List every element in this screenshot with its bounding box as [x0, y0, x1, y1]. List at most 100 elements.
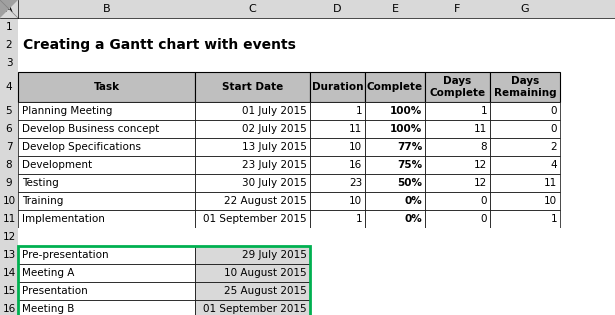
Bar — [0, 174, 18, 192]
Text: Creating a Gantt chart with events: Creating a Gantt chart with events — [23, 38, 296, 52]
Text: 11: 11 — [2, 214, 15, 224]
Text: Task: Task — [93, 82, 119, 92]
Text: 75%: 75% — [397, 160, 422, 170]
Polygon shape — [0, 0, 18, 18]
Text: 13: 13 — [2, 250, 15, 260]
Text: C: C — [248, 4, 256, 14]
Text: 15: 15 — [2, 286, 15, 296]
Bar — [0, 120, 18, 138]
Text: Pre-presentation: Pre-presentation — [22, 250, 109, 260]
Text: 30 July 2015: 30 July 2015 — [242, 178, 307, 188]
Bar — [425, 138, 490, 156]
Text: 16: 16 — [2, 304, 15, 314]
Bar — [18, 210, 195, 228]
Bar — [18, 192, 195, 210]
Bar — [425, 72, 490, 102]
Bar — [0, 246, 18, 264]
Text: 10: 10 — [2, 196, 15, 206]
Text: 0%: 0% — [404, 214, 422, 224]
Bar — [365, 72, 425, 102]
Text: 1: 1 — [550, 214, 557, 224]
Bar — [18, 300, 195, 315]
Text: 23 July 2015: 23 July 2015 — [242, 160, 307, 170]
Text: 01 September 2015: 01 September 2015 — [204, 214, 307, 224]
Text: 7: 7 — [6, 142, 12, 152]
Bar — [0, 264, 18, 282]
Bar — [310, 138, 365, 156]
Text: 4: 4 — [6, 82, 12, 92]
Text: Meeting B: Meeting B — [22, 304, 74, 314]
Text: 0: 0 — [480, 196, 487, 206]
Text: 5: 5 — [6, 106, 12, 116]
Text: 1: 1 — [355, 214, 362, 224]
Bar — [195, 138, 310, 156]
Bar — [195, 210, 310, 228]
Bar — [0, 102, 18, 120]
Bar — [18, 156, 195, 174]
Bar — [0, 54, 18, 72]
Bar — [0, 192, 18, 210]
Text: Presentation: Presentation — [22, 286, 88, 296]
Text: D: D — [333, 4, 342, 14]
Bar — [0, 18, 18, 36]
Bar — [195, 102, 310, 120]
Bar — [18, 246, 195, 264]
Text: Development: Development — [22, 160, 92, 170]
Bar — [310, 174, 365, 192]
Text: Implementation: Implementation — [22, 214, 105, 224]
Bar — [0, 210, 18, 228]
Text: 1: 1 — [480, 106, 487, 116]
Bar — [365, 120, 425, 138]
Bar — [490, 210, 560, 228]
Text: 10 August 2015: 10 August 2015 — [224, 268, 307, 278]
Bar — [490, 138, 560, 156]
Bar — [0, 138, 18, 156]
Text: 22 August 2015: 22 August 2015 — [224, 196, 307, 206]
Text: 23: 23 — [349, 178, 362, 188]
Text: Start Date: Start Date — [222, 82, 283, 92]
Bar — [18, 120, 195, 138]
Text: Develop Specifications: Develop Specifications — [22, 142, 141, 152]
Bar — [195, 192, 310, 210]
Bar — [0, 282, 18, 300]
Text: 11: 11 — [474, 124, 487, 134]
Bar — [425, 102, 490, 120]
Text: Duration: Duration — [312, 82, 363, 92]
Bar — [195, 300, 310, 315]
Bar — [0, 72, 18, 102]
Text: 8: 8 — [6, 160, 12, 170]
Text: 01 September 2015: 01 September 2015 — [204, 304, 307, 314]
Bar — [310, 156, 365, 174]
Bar — [0, 228, 18, 246]
Bar — [195, 282, 310, 300]
Bar — [0, 0, 615, 18]
Bar — [18, 246, 310, 315]
Bar — [195, 174, 310, 192]
Text: 1: 1 — [6, 22, 12, 32]
Bar — [365, 174, 425, 192]
Bar — [195, 156, 310, 174]
Text: 01 July 2015: 01 July 2015 — [242, 106, 307, 116]
Bar — [18, 102, 195, 120]
Text: 0: 0 — [550, 124, 557, 134]
Bar — [425, 156, 490, 174]
Bar — [195, 72, 310, 102]
Bar — [18, 72, 195, 102]
Text: 02 July 2015: 02 July 2015 — [242, 124, 307, 134]
Text: 9: 9 — [6, 178, 12, 188]
Text: Days
Complete: Days Complete — [429, 76, 486, 98]
Text: E: E — [392, 4, 399, 14]
Text: Meeting A: Meeting A — [22, 268, 74, 278]
Text: A: A — [5, 4, 13, 14]
Bar — [18, 36, 615, 54]
Text: Days
Remaining: Days Remaining — [494, 76, 557, 98]
Text: 12: 12 — [474, 178, 487, 188]
Bar — [0, 36, 18, 54]
Text: 100%: 100% — [390, 106, 422, 116]
Text: 12: 12 — [474, 160, 487, 170]
Text: 10: 10 — [544, 196, 557, 206]
Bar — [365, 102, 425, 120]
Text: 11: 11 — [544, 178, 557, 188]
Text: F: F — [454, 4, 461, 14]
Text: Planning Meeting: Planning Meeting — [22, 106, 113, 116]
